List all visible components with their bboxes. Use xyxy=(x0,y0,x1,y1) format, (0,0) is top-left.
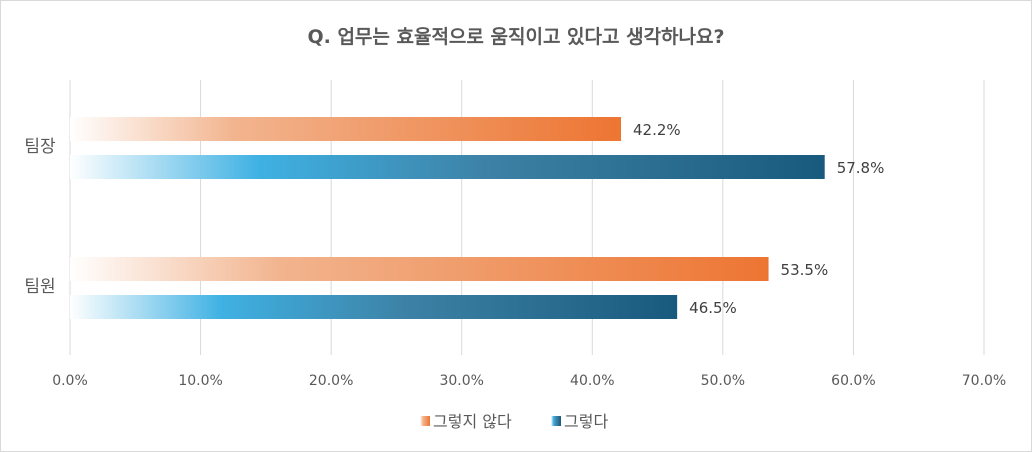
data-label: 42.2% xyxy=(633,121,681,139)
x-tick-label: 40.0% xyxy=(570,373,614,389)
data-label: 53.5% xyxy=(781,261,829,279)
legend-swatch xyxy=(420,416,430,426)
x-tick-label: 70.0% xyxy=(962,373,1006,389)
y-category-label: 팀원 xyxy=(24,277,55,297)
data-label: 46.5% xyxy=(689,299,737,317)
legend-label: 그렇지 않다 xyxy=(433,412,512,431)
x-tick-label: 60.0% xyxy=(831,373,875,389)
legend-label: 그렇다 xyxy=(564,412,608,431)
x-tick-label: 0.0% xyxy=(52,373,88,389)
x-tick-label: 20.0% xyxy=(309,373,353,389)
x-tick-label: 50.0% xyxy=(701,373,745,389)
bar-efficient xyxy=(70,155,825,179)
bar-not-efficient xyxy=(70,117,622,141)
x-tick-label: 10.0% xyxy=(178,373,222,389)
chart-title: Q. 업무는 효율적으로 움직이고 있다고 생각하나요? xyxy=(307,26,724,48)
bar-efficient xyxy=(70,295,678,319)
y-category-label: 팀장 xyxy=(24,137,56,157)
legend-swatch xyxy=(551,416,561,426)
bar-not-efficient xyxy=(70,257,769,281)
x-tick-label: 30.0% xyxy=(439,373,483,389)
data-label: 57.8% xyxy=(837,159,885,177)
